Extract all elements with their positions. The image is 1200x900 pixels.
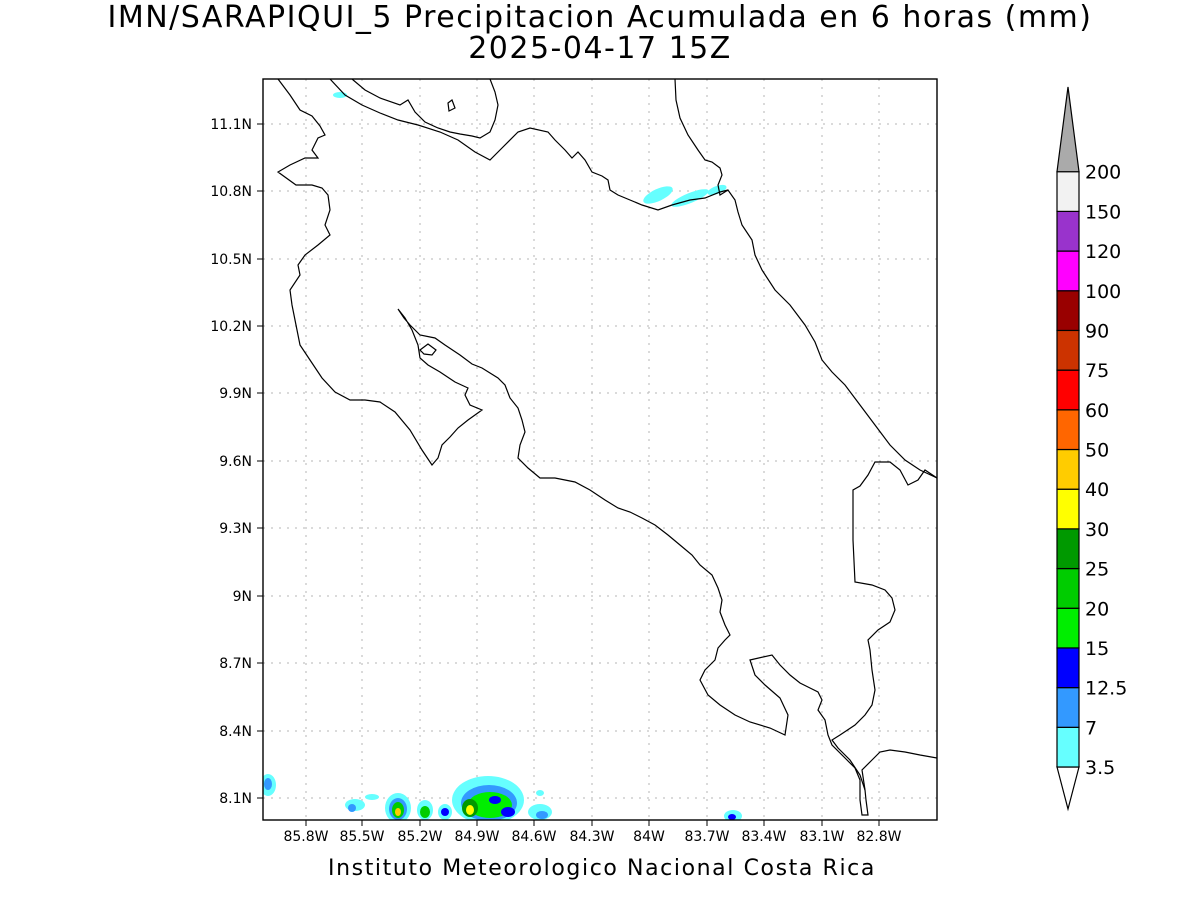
lat-label: 8.1N: [219, 791, 252, 807]
lat-labels: 11.1N 10.8N 10.5N 10.2N 9.9N 9.6N 9.3N 9…: [210, 117, 252, 807]
lon-label: 84.3W: [569, 829, 614, 845]
colorbar-box: [1056, 369, 1080, 411]
colorbar-box: [1056, 647, 1080, 689]
colorbar-under-triangle: [1056, 766, 1080, 812]
lon-label: 83.1W: [799, 829, 844, 845]
colorbar-box: [1056, 726, 1080, 768]
lat-label: 10.2N: [210, 319, 252, 335]
colorbar-label: 40: [1085, 479, 1109, 501]
lon-label: 82.8W: [856, 829, 901, 845]
lon-labels: 85.8W 85.5W 85.2W 84.9W 84.6W 84.3W 84W …: [283, 829, 901, 845]
colorbar-label: 20: [1085, 598, 1109, 620]
colorbar-box: [1056, 567, 1080, 609]
colorbar: 3.5 7 12.5 15 20 25 30 40 50 60 75 90 100 120 150 200: [1056, 86, 1127, 812]
colorbar-box: [1056, 687, 1080, 728]
lat-label: 9.6N: [219, 454, 252, 470]
lat-label: 8.7N: [219, 656, 252, 672]
colorbar-label: 7: [1085, 717, 1097, 739]
map-title: IMN/SARAPIQUI_5 Precipitacion Acumulada …: [107, 0, 1093, 35]
colorbar-box: [1056, 171, 1080, 212]
lat-label: 9.3N: [219, 521, 252, 537]
colorbar-label: 120: [1085, 241, 1121, 263]
colorbar-label: 150: [1085, 201, 1121, 223]
colorbar-label: 3.5: [1085, 757, 1115, 779]
lat-label: 10.8N: [210, 184, 252, 200]
lat-label: 9N: [233, 589, 252, 605]
lat-label: 8.4N: [219, 724, 252, 740]
colorbar-label: 30: [1085, 519, 1109, 541]
colorbar-box: [1056, 409, 1080, 451]
precipitation-shading: [263, 92, 742, 820]
colorbar-box: [1056, 488, 1080, 530]
colorbar-label: 50: [1085, 440, 1109, 462]
colorbar-box: [1056, 250, 1080, 292]
colorbar-box: [1056, 210, 1080, 252]
axis-ticks: [257, 123, 880, 826]
coastline: [276, 79, 937, 816]
lat-label: 9.9N: [219, 386, 252, 402]
plot-frame: [262, 78, 938, 821]
colorbar-label: 12.5: [1085, 678, 1127, 700]
colorbar-box: [1056, 329, 1080, 371]
lon-label: 85.2W: [397, 829, 442, 845]
colorbar-box: [1056, 607, 1080, 649]
colorbar-label: 15: [1085, 638, 1109, 660]
map-subtitle: 2025-04-17 15Z: [468, 31, 732, 66]
lon-label: 84W: [633, 829, 665, 845]
lon-label: 84.9W: [454, 829, 499, 845]
lon-label: 84.6W: [511, 829, 556, 845]
colorbar-label: 60: [1085, 400, 1109, 422]
colorbar-box: [1056, 290, 1080, 332]
lon-label: 85.5W: [339, 829, 384, 845]
colorbar-box: [1056, 528, 1080, 570]
footer-credit: Instituto Meteorologico Nacional Costa R…: [328, 856, 876, 881]
lon-label: 83.7W: [684, 829, 729, 845]
grid: [263, 79, 937, 820]
colorbar-box: [1056, 448, 1080, 490]
lat-label: 11.1N: [210, 117, 252, 133]
lon-label: 85.8W: [283, 829, 328, 845]
colorbar-label: 100: [1085, 281, 1121, 303]
lat-label: 10.5N: [210, 252, 252, 268]
colorbar-over-triangle: [1056, 86, 1080, 173]
colorbar-label: 90: [1085, 320, 1109, 342]
lon-label: 83.4W: [741, 829, 786, 845]
colorbar-label: 200: [1085, 162, 1121, 184]
colorbar-label: 75: [1085, 360, 1109, 382]
colorbar-label: 25: [1085, 559, 1109, 581]
